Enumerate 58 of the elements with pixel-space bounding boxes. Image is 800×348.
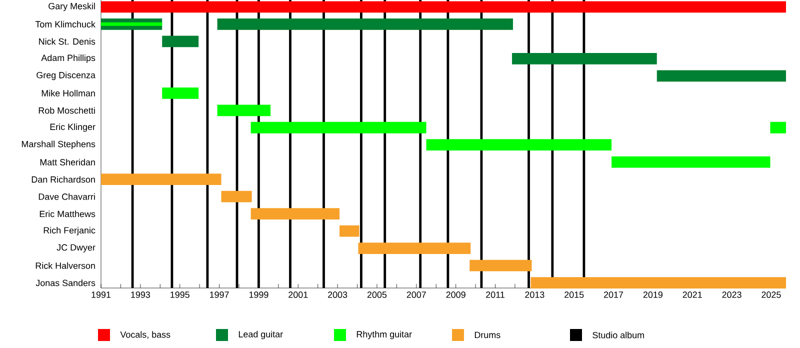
legend-label: Drums (474, 332, 500, 338)
bar (512, 52, 657, 64)
bar (250, 122, 426, 134)
bar (217, 104, 271, 116)
y-tick-label: Jonas Sanders (36, 280, 96, 286)
bar (612, 156, 770, 168)
x-tick-label: 2005 (367, 292, 387, 298)
bar (217, 18, 513, 30)
y-tick-label: Mike Hollman (42, 90, 95, 96)
x-tick-label: 2011 (486, 292, 504, 298)
y-tick-label: Matt Sheridan (40, 158, 95, 166)
legend-label: Studio album (592, 332, 644, 338)
x-tick-label: 2009 (446, 292, 466, 298)
y-tick-label: Eric Klinger (50, 123, 96, 132)
y-tick-label: Tom Klimchuck (35, 20, 96, 28)
bar (426, 139, 612, 151)
legend-label: Lead guitar (238, 330, 283, 340)
bar (470, 260, 532, 272)
y-tick-label: Dan Richardson (32, 176, 95, 183)
y-tick-label: Rich Ferjanic (44, 226, 96, 236)
x-tick-label: 2015 (564, 292, 584, 298)
x-tick-label: 2003 (328, 292, 348, 298)
legend-label: Rhythm guitar (356, 330, 412, 340)
x-tick-label: 2007 (406, 292, 426, 298)
y-tick-label: Rick Halverson (36, 262, 95, 269)
x-tick-label: 2019 (643, 292, 662, 298)
x-tick-label: 2021 (682, 292, 702, 298)
bar (656, 70, 786, 82)
y-tick-label: Greg Discenza (36, 72, 96, 80)
y-tick-label: Rob Moschetti (38, 107, 95, 114)
bar (530, 277, 786, 289)
y-tick-label: JC Dwyer (56, 244, 96, 252)
x-tick-label: 2025 (762, 292, 781, 298)
x-tick-label: 1993 (131, 292, 150, 298)
x-tick-label: 2013 (525, 292, 544, 298)
x-tick-label: 1991 (92, 292, 111, 298)
bar (101, 1, 786, 13)
x-tick-label: 1995 (170, 292, 190, 298)
x-tick-label: 2023 (722, 292, 742, 298)
bar (358, 242, 471, 254)
x-tick-label: 1997 (210, 292, 229, 298)
x-tick-label: 1999 (249, 292, 268, 298)
bar (221, 190, 252, 202)
y-tick-label: Marshall Stephens (22, 140, 96, 150)
y-tick-label: Gary Meskil (48, 2, 95, 12)
bar (340, 225, 360, 237)
x-tick-label: 2001 (288, 292, 308, 298)
y-tick-label: Dave Chavarri (38, 193, 95, 200)
y-tick-label: Eric Matthews (40, 210, 96, 218)
bar (162, 36, 199, 48)
y-tick-label: Nick St. Denis (39, 38, 96, 45)
x-tick-label: 2017 (604, 292, 624, 298)
bar (101, 174, 222, 186)
legend-label: Vocals, bass (120, 331, 170, 339)
y-tick-label: Adam Phillips (41, 54, 96, 63)
bar (162, 87, 199, 99)
bar (250, 208, 340, 220)
bar (770, 122, 786, 134)
